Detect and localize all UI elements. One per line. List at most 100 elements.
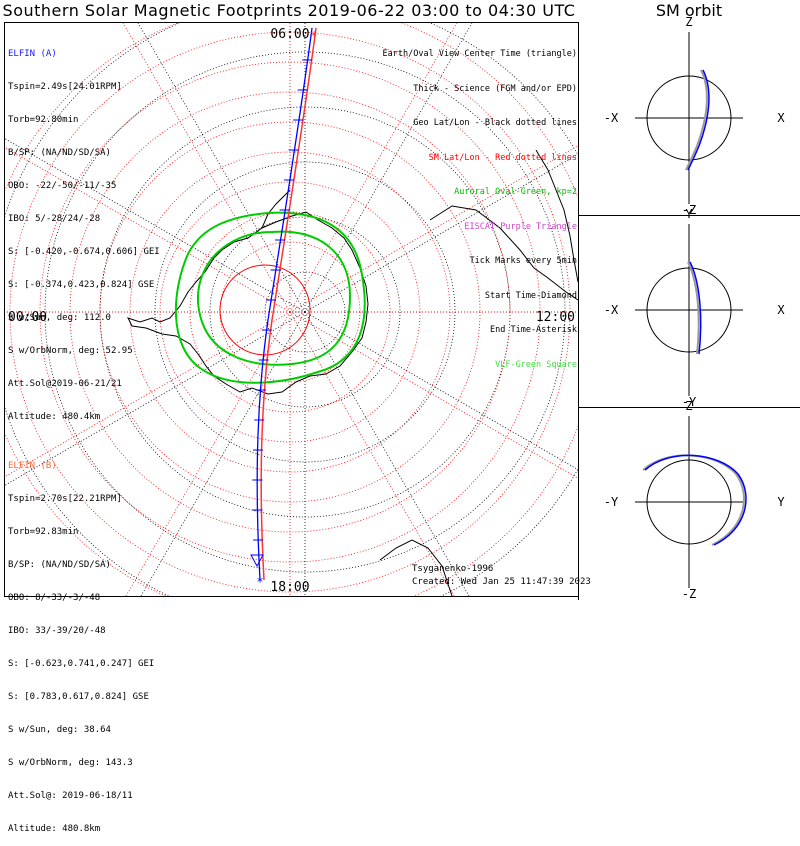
elfin-b-line: S w/OrbNorm, deg: 143.3: [8, 758, 133, 768]
figure-canvas: * * 06:00 18:00 00:00 12:00 Z -Z -X X Y -Y -X X…: [4, 15, 800, 600]
legend-item: Earth/Oval View Center Time (triangle): [382, 49, 577, 59]
sm-axis-label-bottom: -Z: [682, 587, 696, 600]
elfin-b-footprint-track: [260, 27, 317, 581]
start-time-triangle: [250, 554, 264, 568]
elfin-a-info: ELFIN (A) Tspin=2.49s[24.01RPM] Torb=92.…: [8, 27, 160, 434]
sm-lat-circle-inner: [219, 264, 311, 356]
elfin-a-line: S w/Sun, deg: 112.0: [8, 313, 111, 323]
africa-coastline: [379, 539, 453, 596]
legend-item: EISCAT-Purple Triangle: [464, 221, 577, 232]
legend-item: Start Time-Diamond: [484, 290, 577, 301]
geo-lon-line: [5, 311, 306, 486]
australia-coastline: [429, 205, 578, 301]
orbit-path-a: [689, 261, 702, 355]
elfin-b-line: OBO: 8/-33/-3/-48: [8, 593, 101, 603]
created-timestamp: Created: Wed Jan 25 11:47:39 2023: [412, 577, 591, 587]
elfin-b-line: Torb=92.83min: [8, 527, 79, 537]
elfin-a-line: S w/OrbNorm, deg: 52.95: [8, 346, 133, 356]
orbit-path-b: [642, 454, 745, 546]
antarctica-coastline: [127, 211, 369, 395]
mlt-label-right: 12:00: [536, 310, 575, 325]
legend-item: Thick - Science (FGM and/or EPD): [413, 83, 577, 94]
elfin-b-line: IBO: 33/-39/20/-48: [8, 626, 106, 636]
plot-title: Southern Solar Magnetic Footprints 2019-…: [2, 1, 576, 20]
sm-lon-line: [289, 23, 458, 313]
sm-axis-label-bottom: -Y: [682, 395, 697, 409]
sm-orbit-panels: Z -Z -X X Y -Y -X X Z -Z -Y Y: [604, 15, 786, 600]
legend-item: VLF-Green Square: [495, 359, 577, 370]
elfin-b-info: ELFIN (B) Tspin=2.70s[22.21RPM] Torb=92.…: [8, 439, 154, 846]
sm-panel-3: Z -Z -Y Y: [604, 399, 786, 600]
sm-grid: [5, 23, 578, 596]
sm-lon-line: [289, 311, 455, 596]
sm-axis-label-left: -X: [604, 111, 619, 125]
legend-item: Auroral Oval-Green, kp=2: [454, 187, 577, 197]
mlt-label-bottom: 18:00: [270, 580, 309, 595]
elfin-a-line: IBO: 5/-28/24/-28: [8, 214, 101, 224]
sm-lon-line: [122, 23, 291, 313]
elfin-b-line: S w/Sun, deg: 38.64: [8, 725, 111, 735]
sm-panel-2: Y -Y -X X: [604, 207, 786, 409]
sm-lon-line: [289, 145, 578, 313]
geo-grid: [5, 23, 578, 596]
end-asterisk-top: *: [310, 29, 317, 43]
auroral-oval-inner: [197, 230, 352, 366]
auroral-oval-outer: [174, 211, 366, 384]
orbit-path-a: [687, 69, 710, 171]
geo-lon-line: [304, 153, 578, 313]
sm-axis-label-right: X: [777, 303, 785, 317]
antarctic-peninsula: [261, 189, 291, 229]
elfin-a-name: ELFIN (A): [8, 49, 57, 59]
polar-map: * *: [5, 23, 578, 596]
elfin-a-line: Torb=92.80min: [8, 115, 79, 125]
orbit-path-b: [685, 69, 708, 171]
sm-orbit-title: SM orbit: [655, 1, 723, 20]
geo-lon-line: [304, 23, 473, 313]
legend-item: Tick Marks every 5min: [469, 256, 577, 266]
model-credit: Tsyganenko-1996: [412, 564, 494, 574]
geo-lat-circle: [44, 51, 566, 573]
elfin-a-line: B/SP: (NA/ND/SD/SA): [8, 148, 111, 158]
geo-lat-circle: [209, 216, 401, 408]
geo-lon-line: [304, 311, 578, 471]
sm-axis-label-top: Z: [685, 399, 692, 413]
orbit-path-a: [644, 454, 747, 546]
legend-item: Geo Lat/Lon - Black dotted lines: [413, 118, 577, 128]
elfin-a-line: S: [-0.420,-0.674,0.606] GEI: [8, 247, 160, 257]
orbit-path-b: [687, 261, 700, 355]
sm-axis-label-right: X: [777, 111, 785, 125]
mlt-label-top: 06:00: [270, 27, 309, 42]
geo-lon-line: [304, 311, 470, 596]
mlt-label-left: 00:00: [8, 310, 47, 325]
geo-lon-line: [140, 311, 306, 596]
elfin-b-name: ELFIN (B): [8, 461, 57, 471]
elfin-b-line: B/SP: (NA/ND/SD/SA): [8, 560, 111, 570]
sm-axis-label-top: Y: [685, 207, 693, 221]
sm-lon-line: [5, 146, 291, 313]
elfin-a-line: OBO: -22/-50/-11/-35: [8, 181, 117, 191]
sm-lon-line: [289, 311, 578, 479]
sm-axis-label-top: Z: [685, 15, 692, 29]
sm-axis-label-bottom: -Z: [682, 203, 696, 217]
sm-axis-label-left: -Y: [604, 495, 619, 509]
south-america-coastline: [535, 149, 578, 283]
legend: Earth/Oval View Center Time (triangle) T…: [383, 26, 577, 383]
elfin-b-line: Altitude: 480.8km: [8, 824, 101, 834]
elfin-a-line: Tspin=2.49s[24.01RPM]: [8, 82, 122, 92]
sm-axis-label-left: -X: [604, 303, 619, 317]
earth-circle: [646, 267, 732, 353]
end-asterisk-bottom: *: [256, 575, 263, 589]
elfin-a-line: Att.Sol@2019-06-21/21: [8, 379, 122, 389]
elfin-b-line: S: [0.783,0.617,0.824] GSE: [8, 692, 149, 702]
geo-lon-line: [5, 138, 306, 313]
elfin-b-line: Tspin=2.70s[22.21RPM]: [8, 494, 122, 504]
elfin-b-line: Att.Sol@: 2019-06-18/11: [8, 791, 133, 801]
earth-circle: [646, 459, 732, 545]
legend-item: SM Lat/Lon - Red dotted lines: [428, 152, 577, 163]
geo-lon-line: [137, 23, 306, 313]
track-tick-marks: [252, 59, 313, 541]
elfin-b-line: S: [-0.623,0.741,0.247] GEI: [8, 659, 155, 669]
sm-axis-label-right: Y: [777, 495, 785, 509]
sm-lon-line: [125, 311, 291, 596]
elfin-a-line: Altitude: 480.4km: [8, 412, 101, 422]
